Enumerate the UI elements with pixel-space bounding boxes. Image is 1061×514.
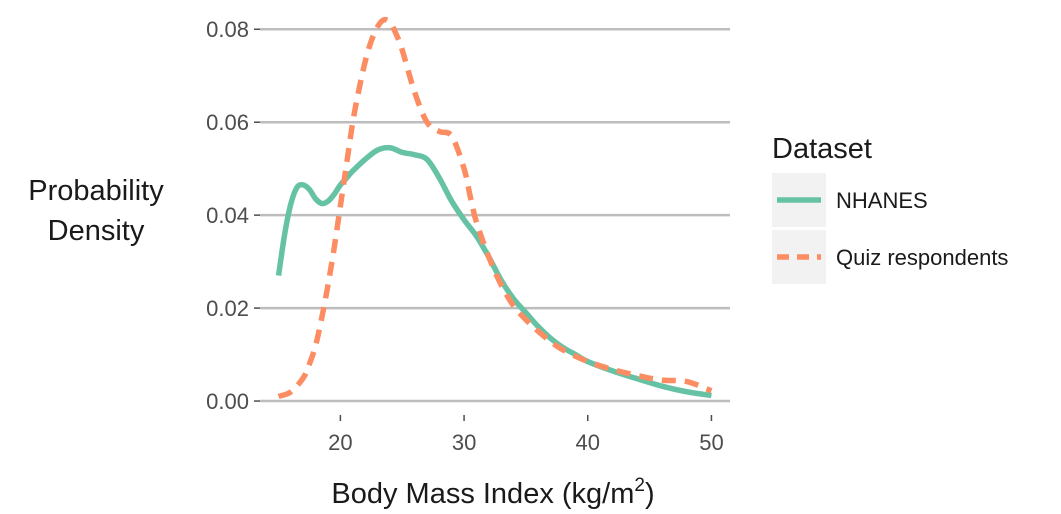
series-line-nhanes [275,144,712,399]
series-lines [275,16,713,400]
x-axis-title-main: Body Mass Index (kg/m [331,478,634,510]
y-tick-label: 0.02 [206,296,249,321]
y-axis-tick-labels: 0.00 0.02 0.04 0.06 0.08 [206,17,249,414]
legend-title: Dataset [772,133,872,165]
x-tick-label: 20 [328,430,352,455]
x-axis-title-close: ) [645,478,655,510]
x-tick-label: 30 [452,430,476,455]
x-tick-label: 40 [576,430,600,455]
x-axis-title: Body Mass Index (kg/m2) [331,475,654,510]
x-axis-title-superscript: 2 [634,475,645,496]
legend: Dataset NHANES Quiz respondents [772,133,1008,284]
x-axis-tick-labels: 20 30 40 50 [328,415,724,455]
y-tick-label: 0.06 [206,110,249,135]
legend-label-quiz: Quiz respondents [836,245,1008,270]
y-axis-title-line2: Density [48,215,145,247]
gridlines [254,27,730,403]
x-tick-label: 50 [699,430,723,455]
y-tick-label: 0.08 [206,17,249,42]
y-tick-label: 0.00 [206,389,249,414]
y-axis-title-line1: Probability [28,175,164,207]
y-tick-label: 0.04 [206,203,249,228]
series-line-quiz-respondents [277,16,713,400]
legend-label-nhanes: NHANES [836,188,928,213]
